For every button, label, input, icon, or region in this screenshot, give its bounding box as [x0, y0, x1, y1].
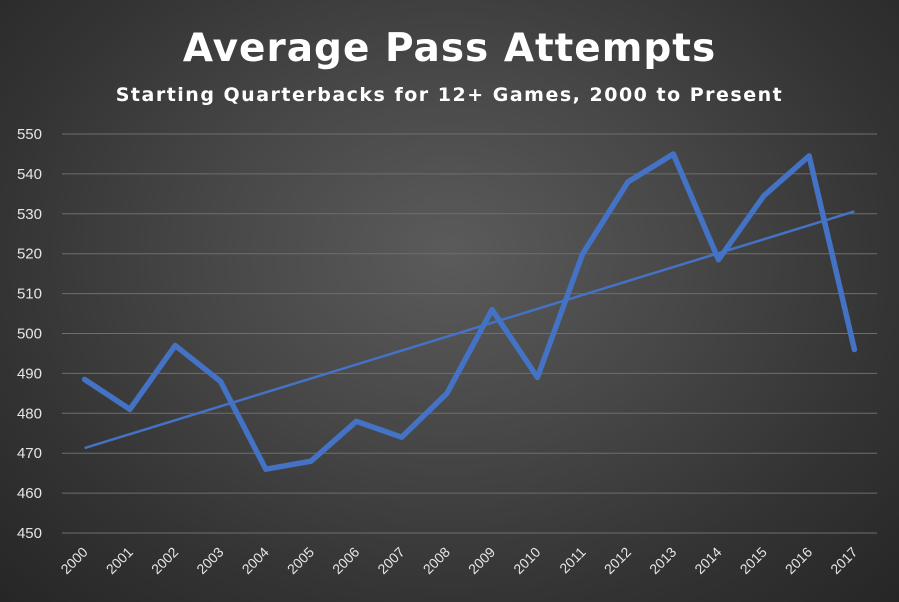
data-point-2014 — [716, 257, 722, 263]
data-point-2008 — [444, 390, 450, 396]
x-tick-label-2014: 2014 — [691, 544, 724, 577]
y-tick-label-510: 510 — [17, 286, 42, 303]
y-tick-label-500: 500 — [17, 326, 42, 343]
data-point-2015 — [761, 193, 767, 199]
x-tick-label-2009: 2009 — [465, 544, 498, 577]
y-tick-label-460: 460 — [17, 485, 42, 502]
x-axis-tick-labels: 2000 2001 2002 2003 2004 2005 2006 2007 2008 2009… — [57, 544, 860, 577]
trendline-layer — [84, 210, 855, 450]
chart-title: Average Pass Attempts — [182, 26, 717, 71]
data-point-2006 — [353, 418, 359, 424]
x-tick-label-2013: 2013 — [646, 544, 679, 577]
chart-subtitle: Starting Quarterbacks for 12+ Games, 200… — [115, 84, 784, 106]
x-tick-label-2002: 2002 — [148, 544, 181, 577]
data-point-2016 — [806, 153, 812, 159]
x-tick-label-2004: 2004 — [239, 544, 272, 577]
y-tick-label-490: 490 — [17, 365, 42, 382]
data-point-2003 — [217, 378, 223, 384]
x-tick-label-2012: 2012 — [601, 544, 634, 577]
x-tick-label-2000: 2000 — [57, 544, 90, 577]
data-point-2001 — [127, 406, 133, 412]
data-point-2017 — [851, 346, 857, 352]
data-point-2007 — [399, 434, 405, 440]
y-tick-label-480: 480 — [17, 405, 42, 422]
x-tick-label-2015: 2015 — [737, 544, 770, 577]
series-layer — [81, 151, 858, 472]
x-tick-label-2011: 2011 — [556, 544, 589, 577]
x-tick-label-2006: 2006 — [329, 544, 362, 577]
y-tick-label-530: 530 — [17, 206, 42, 223]
x-tick-label-2005: 2005 — [284, 544, 317, 577]
x-tick-label-2008: 2008 — [420, 544, 453, 577]
data-point-2011 — [580, 251, 586, 257]
data-point-2012 — [625, 179, 631, 185]
y-axis-tick-labels: 450 460 470 480 490 500 510 520 530 540 550 — [17, 126, 42, 542]
data-point-2013 — [670, 151, 676, 157]
x-tick-label-2017: 2017 — [827, 544, 860, 577]
x-tick-label-2003: 2003 — [193, 544, 226, 577]
data-point-2004 — [263, 466, 269, 472]
data-point-2002 — [172, 342, 178, 348]
y-tick-label-540: 540 — [17, 166, 42, 183]
x-tick-label-2016: 2016 — [782, 544, 815, 577]
y-tick-label-550: 550 — [17, 126, 42, 143]
data-point-2010 — [534, 374, 540, 380]
data-point-2005 — [308, 458, 314, 464]
data-point-2000 — [82, 376, 88, 382]
y-tick-label-470: 470 — [17, 445, 42, 462]
x-tick-label-2007: 2007 — [374, 544, 407, 577]
gridlines — [62, 133, 877, 534]
data-point-2009 — [489, 307, 495, 313]
trendline — [84, 210, 855, 450]
y-tick-label-450: 450 — [17, 525, 42, 542]
series-line-0 — [81, 151, 858, 472]
x-tick-label-2001: 2001 — [103, 544, 136, 577]
y-tick-label-520: 520 — [17, 246, 42, 263]
x-tick-label-2010: 2010 — [510, 544, 543, 577]
